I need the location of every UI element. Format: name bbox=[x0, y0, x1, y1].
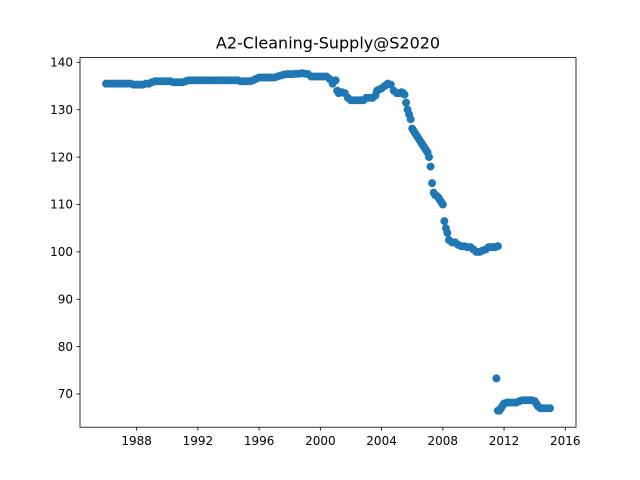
x-tick-label: 2004 bbox=[366, 434, 397, 448]
data-point bbox=[545, 404, 554, 413]
data-point bbox=[490, 243, 499, 252]
data-point bbox=[406, 115, 415, 124]
y-tick-label: 110 bbox=[50, 198, 73, 212]
x-tick-label: 1988 bbox=[121, 434, 152, 448]
data-point bbox=[425, 153, 434, 162]
chart-title: A2-Cleaning-Supply@S2020 bbox=[216, 34, 440, 53]
data-point bbox=[386, 80, 395, 89]
y-tick-label: 130 bbox=[50, 103, 73, 117]
data-points-group bbox=[102, 69, 554, 415]
y-tick-label: 140 bbox=[50, 56, 73, 70]
data-point bbox=[440, 217, 449, 226]
data-point bbox=[428, 179, 437, 188]
data-point bbox=[443, 228, 452, 237]
data-point bbox=[400, 90, 409, 99]
data-point bbox=[331, 76, 340, 85]
x-tick-label: 2000 bbox=[305, 434, 336, 448]
y-tick-label: 90 bbox=[58, 292, 73, 306]
y-tick-label: 120 bbox=[50, 150, 73, 164]
data-point bbox=[402, 98, 411, 107]
x-tick-label: 1996 bbox=[244, 434, 275, 448]
data-point bbox=[426, 162, 435, 171]
x-tick-label: 1992 bbox=[183, 434, 214, 448]
y-axis: 70 80 90 100 110 120 130 140 bbox=[50, 56, 80, 401]
x-tick-label: 2016 bbox=[550, 434, 581, 448]
data-point bbox=[438, 200, 447, 209]
data-point bbox=[492, 374, 501, 383]
y-tick-label: 100 bbox=[50, 245, 73, 259]
plot-area-frame bbox=[79, 57, 577, 428]
y-tick-label: 70 bbox=[58, 387, 73, 401]
y-tick-label: 80 bbox=[58, 340, 73, 354]
x-tick-label: 2008 bbox=[428, 434, 459, 448]
x-tick-label: 2012 bbox=[489, 434, 520, 448]
x-axis: 1988 1992 1996 2000 2004 2008 2012 2016 bbox=[121, 427, 581, 448]
